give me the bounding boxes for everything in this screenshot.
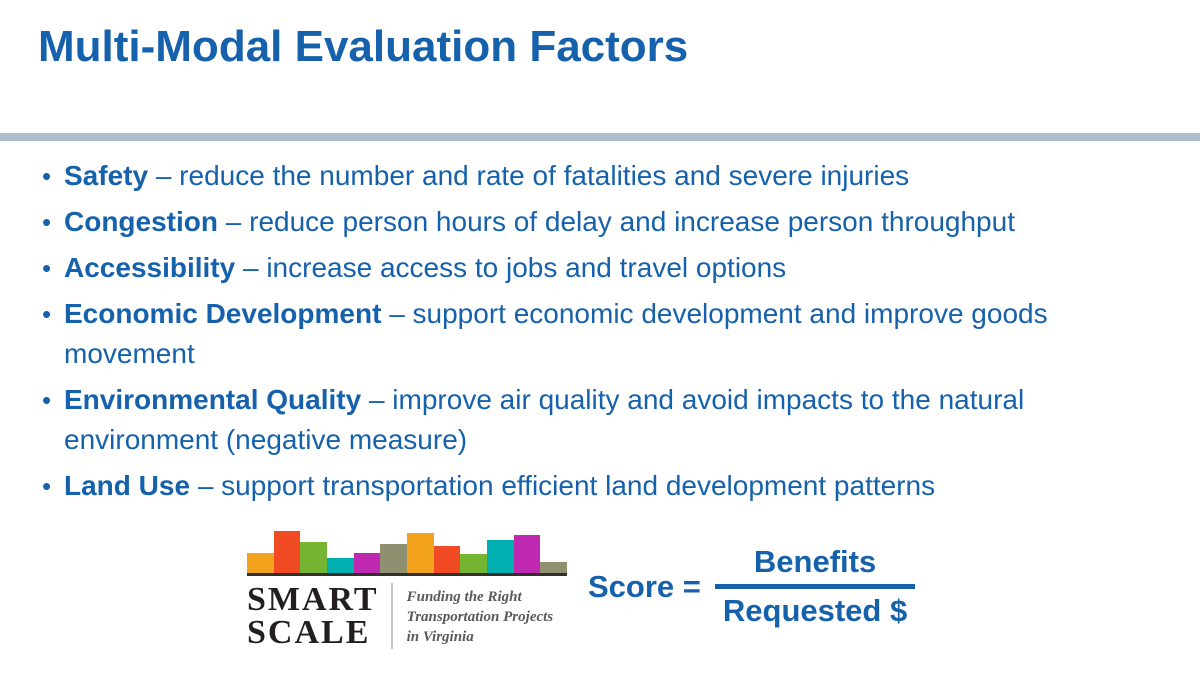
logo-tagline: Funding the Right Transportation Project… [407,583,554,649]
logo-baseline-rule [247,573,567,576]
factor-term: Safety [64,160,149,191]
fraction-bar [714,584,916,589]
slide-title: Multi-Modal Evaluation Factors [38,22,689,71]
bullet-item-land-use: Land Use – support transportation effici… [40,466,1177,506]
title-divider-bar [0,133,1200,141]
factor-description: – support transportation efficient land … [197,470,936,501]
bullet-item-congestion: Congestion – reduce person hours of dela… [40,202,1177,242]
smart-scale-logo: SMART SCALE Funding the Right Transporta… [247,530,568,651]
logo-bar [433,546,461,573]
logo-bar [353,553,381,573]
logo-bottom-row: SMART SCALE Funding the Right Transporta… [247,581,567,651]
factor-term: Land Use [64,470,191,501]
factor-description: – reduce person hours of delay and incre… [225,206,1015,237]
factor-description: – increase access to jobs and travel opt… [242,252,787,283]
factor-description: – improve air quality and avoid impacts … [64,384,1025,455]
logo-tagline-line2: Transportation Projects [406,609,554,625]
factor-term: Congestion [64,206,218,237]
factor-term: Environmental Quality [64,384,362,415]
smart-scale-logo-bars [247,530,568,573]
factor-description: – reduce the number and rate of fataliti… [155,160,910,191]
logo-wordmark-line1: SMART [247,581,379,618]
fraction-denominator: Requested $ [722,593,908,628]
logo-bar [300,542,328,573]
bullet-item-economic-development: Economic Development – support economic … [40,294,1177,374]
logo-tagline-line3: in Virginia [406,629,474,645]
factor-term: Economic Development [64,298,382,329]
score-fraction: Benefits Requested $ [714,544,916,630]
logo-bar [540,562,568,573]
logo-bar [380,544,408,573]
logo-wordmark-line2: SCALE [247,614,371,651]
factor-description: – support economic development and impro… [64,298,1048,369]
logo-bar [327,558,354,573]
score-formula: Score = Benefits Requested $ [588,544,916,630]
logo-vertical-rule [390,583,393,649]
logo-bar [460,554,488,573]
logo-bar [407,533,434,573]
logo-bar [487,540,514,573]
bullet-item-safety: Safety – reduce the number and rate of f… [40,156,1177,196]
logo-tagline-line1: Funding the Right [406,589,522,605]
factor-term: Accessibility [64,252,236,283]
logo-bar [247,553,274,573]
logo-bar [273,531,301,573]
logo-wordmark: SMART SCALE [247,581,379,651]
fraction-numerator: Benefits [753,544,877,579]
score-equals-label: Score = [588,569,701,604]
logo-bar [513,535,541,573]
bullet-item-environmental-quality: Environmental Quality – improve air qual… [40,380,1177,460]
evaluation-factors-list: Safety – reduce the number and rate of f… [40,156,1177,512]
bullet-item-accessibility: Accessibility – increase access to jobs … [40,248,1177,288]
